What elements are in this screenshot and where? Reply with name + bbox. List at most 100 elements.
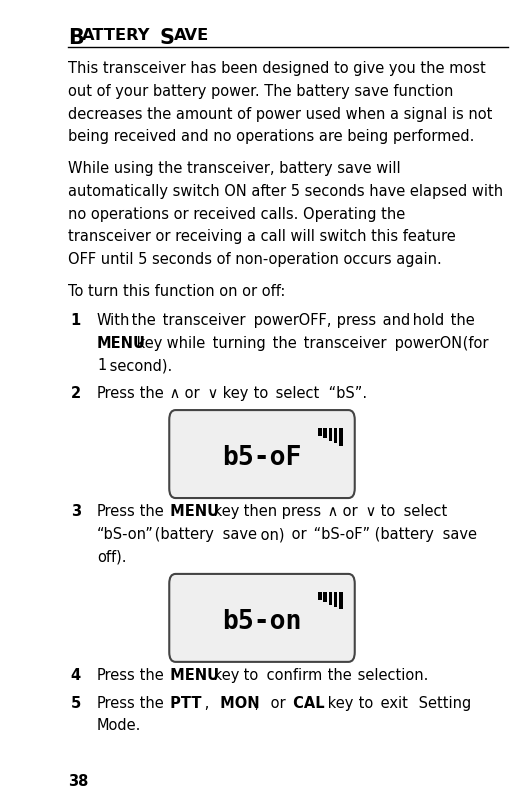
Text: exit: exit: [376, 696, 408, 711]
Text: With: With: [97, 313, 130, 328]
Text: OFF,: OFF,: [294, 313, 332, 328]
Text: 1: 1: [71, 313, 81, 328]
FancyBboxPatch shape: [169, 574, 355, 662]
Text: key: key: [132, 336, 162, 351]
Text: the: the: [135, 668, 163, 684]
Text: key: key: [209, 504, 239, 520]
Text: automatically switch ON after 5 seconds have elapsed with: automatically switch ON after 5 seconds …: [68, 184, 503, 199]
Text: “bS-on”: “bS-on”: [97, 527, 154, 542]
Text: MENU: MENU: [165, 668, 220, 684]
Text: This transceiver has been designed to give you the most: This transceiver has been designed to gi…: [68, 61, 486, 77]
Text: to: to: [239, 668, 258, 684]
Text: “bS-oF”: “bS-oF”: [309, 527, 370, 542]
Text: second).: second).: [104, 358, 172, 374]
Text: to: to: [354, 696, 373, 711]
Text: hold: hold: [408, 313, 444, 328]
Text: the: the: [135, 386, 163, 401]
Text: or: or: [287, 527, 306, 542]
Text: or: or: [338, 504, 357, 520]
Text: 38: 38: [68, 774, 89, 789]
Text: Press: Press: [97, 668, 136, 684]
Bar: [339, 592, 343, 609]
Bar: [318, 592, 322, 600]
Bar: [323, 592, 327, 602]
Bar: [329, 428, 332, 441]
Bar: [334, 592, 337, 607]
Text: PTT: PTT: [165, 696, 202, 711]
Text: the: the: [127, 313, 156, 328]
Text: confirm: confirm: [262, 668, 322, 684]
Text: (battery: (battery: [370, 527, 434, 542]
Text: the: the: [135, 504, 163, 520]
Text: b5-on: b5-on: [222, 609, 302, 635]
Text: being received and no operations are being performed.: being received and no operations are bei…: [68, 129, 475, 144]
Text: 1: 1: [97, 358, 106, 374]
Text: to: to: [248, 386, 268, 401]
Text: transceiver: transceiver: [158, 313, 245, 328]
Text: or: or: [180, 386, 200, 401]
Text: on): on): [256, 527, 285, 542]
Text: 3: 3: [71, 504, 81, 520]
Text: While using the transceiver, battery save will: While using the transceiver, battery sav…: [68, 161, 401, 177]
Bar: [339, 428, 343, 445]
Text: save: save: [438, 527, 477, 542]
Text: ∧: ∧: [323, 504, 338, 520]
Text: OFF until 5 seconds of non-operation occurs again.: OFF until 5 seconds of non-operation occ…: [68, 252, 442, 267]
Text: ∨: ∨: [203, 386, 219, 401]
Text: 5: 5: [71, 696, 81, 711]
Text: selection.: selection.: [353, 668, 429, 684]
Text: AVE: AVE: [174, 28, 209, 44]
Text: ,: ,: [250, 696, 259, 711]
Text: ATTERY: ATTERY: [82, 28, 150, 44]
Bar: [323, 428, 327, 438]
Text: “bS”.: “bS”.: [324, 386, 367, 401]
Text: b5-oF: b5-oF: [222, 445, 302, 471]
Text: MENU: MENU: [165, 504, 220, 520]
Bar: [329, 592, 332, 604]
Text: or: or: [266, 696, 285, 711]
Bar: [318, 428, 322, 436]
Text: the: the: [323, 668, 352, 684]
Text: then: then: [239, 504, 277, 520]
Text: select: select: [271, 386, 320, 401]
Text: MON: MON: [215, 696, 260, 711]
Text: ∨: ∨: [361, 504, 376, 520]
Text: press: press: [332, 313, 376, 328]
Text: power: power: [390, 336, 440, 351]
Text: out of your battery power. The battery save function: out of your battery power. The battery s…: [68, 84, 453, 99]
Text: ON: ON: [435, 336, 462, 351]
Text: Press: Press: [97, 696, 136, 711]
Text: Mode.: Mode.: [97, 718, 141, 734]
Text: CAL: CAL: [288, 696, 325, 711]
Text: off).: off).: [97, 550, 126, 565]
Text: the: the: [268, 336, 297, 351]
Text: no operations or received calls. Operating the: no operations or received calls. Operati…: [68, 207, 406, 222]
Text: B: B: [68, 28, 84, 48]
Text: key: key: [209, 668, 239, 684]
Text: press: press: [277, 504, 321, 520]
Text: save: save: [219, 527, 257, 542]
Text: S: S: [160, 28, 175, 48]
Text: and: and: [377, 313, 410, 328]
Text: (for: (for: [458, 336, 488, 351]
Text: MENU: MENU: [97, 336, 146, 351]
Text: turning: turning: [208, 336, 266, 351]
Text: ,: ,: [200, 696, 210, 711]
Text: (battery: (battery: [150, 527, 214, 542]
Text: key: key: [323, 696, 354, 711]
Text: the: the: [446, 313, 475, 328]
Text: transceiver or receiving a call will switch this feature: transceiver or receiving a call will swi…: [68, 229, 456, 245]
Text: 4: 4: [71, 668, 81, 684]
Text: the: the: [135, 696, 163, 711]
FancyBboxPatch shape: [169, 410, 355, 498]
Text: 2: 2: [71, 386, 81, 401]
Text: Press: Press: [97, 386, 136, 401]
Text: decreases the amount of power used when a signal is not: decreases the amount of power used when …: [68, 107, 493, 122]
Text: Setting: Setting: [414, 696, 472, 711]
Text: Press: Press: [97, 504, 136, 520]
Text: ∧: ∧: [165, 386, 181, 401]
Text: To turn this function on or off:: To turn this function on or off:: [68, 284, 286, 299]
Text: to: to: [376, 504, 395, 520]
Text: select: select: [399, 504, 447, 520]
Text: transceiver: transceiver: [299, 336, 386, 351]
